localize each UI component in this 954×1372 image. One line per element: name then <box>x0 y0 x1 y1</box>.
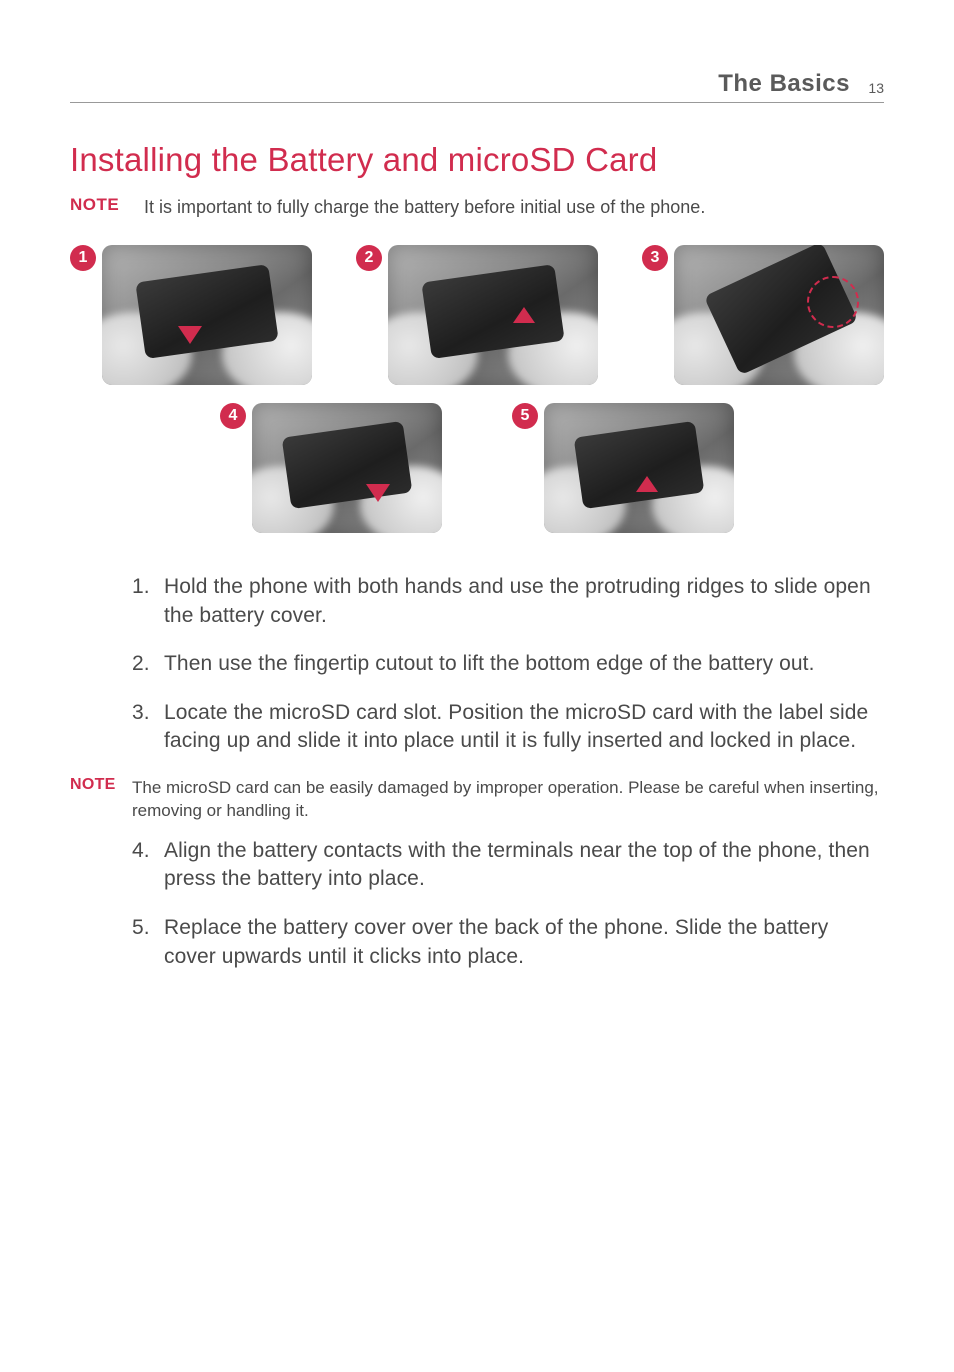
step-item: 3. Locate the microSD card slot. Positio… <box>132 699 884 756</box>
figure-number-badge: 1 <box>70 245 96 271</box>
figure-item: 4 <box>220 403 442 533</box>
figure-number-badge: 3 <box>642 245 668 271</box>
step-number: 5. <box>132 914 160 943</box>
note-secondary: NOTE The microSD card can be easily dama… <box>70 776 884 823</box>
step-text: Align the battery contacts with the term… <box>164 837 884 894</box>
figure-item: 5 <box>512 403 734 533</box>
figure-photo-4 <box>252 403 442 533</box>
figure-number-badge: 2 <box>356 245 382 271</box>
step-item: 5. Replace the battery cover over the ba… <box>132 914 884 971</box>
figure-photo-2 <box>388 245 598 385</box>
arrow-down-icon <box>366 484 390 502</box>
step-number: 1. <box>132 573 160 602</box>
step-item: 4. Align the battery contacts with the t… <box>132 837 884 894</box>
steps-list-continued: 4. Align the battery contacts with the t… <box>70 837 884 971</box>
header-title: The Basics <box>718 70 850 98</box>
step-number: 3. <box>132 699 160 728</box>
step-text: Locate the microSD card slot. Position t… <box>164 699 884 756</box>
note-text: It is important to fully charge the batt… <box>144 195 705 219</box>
figure-photo-1 <box>102 245 312 385</box>
note-label: NOTE <box>70 195 144 215</box>
step-number: 4. <box>132 837 160 866</box>
figure-number-badge: 5 <box>512 403 538 429</box>
page-title: Installing the Battery and microSD Card <box>70 141 884 179</box>
figure-item: 1 <box>70 245 312 385</box>
step-text: Replace the battery cover over the back … <box>164 914 884 971</box>
figure-row-1: 1 2 3 <box>70 245 884 385</box>
highlight-circle-icon <box>807 276 859 328</box>
figure-item: 3 <box>642 245 884 385</box>
step-text: Hold the phone with both hands and use t… <box>164 573 884 630</box>
figure-photo-3 <box>674 245 884 385</box>
note-primary: NOTE It is important to fully charge the… <box>70 195 884 219</box>
page-number: 13 <box>868 80 884 96</box>
step-item: 1. Hold the phone with both hands and us… <box>132 573 884 630</box>
figure-number-badge: 4 <box>220 403 246 429</box>
note-label: NOTE <box>70 776 132 794</box>
arrow-up-icon <box>513 307 535 323</box>
note-text: The microSD card can be easily damaged b… <box>132 776 884 823</box>
arrow-up-icon <box>636 476 658 492</box>
figure-photo-5 <box>544 403 734 533</box>
steps-list: 1. Hold the phone with both hands and us… <box>70 573 884 756</box>
figure-item: 2 <box>356 245 598 385</box>
arrow-down-icon <box>178 326 202 344</box>
page-header: The Basics 13 <box>70 70 884 103</box>
step-text: Then use the fingertip cutout to lift th… <box>164 650 815 679</box>
step-item: 2. Then use the fingertip cutout to lift… <box>132 650 884 679</box>
figure-row-2: 4 5 <box>70 403 884 533</box>
step-number: 2. <box>132 650 160 679</box>
